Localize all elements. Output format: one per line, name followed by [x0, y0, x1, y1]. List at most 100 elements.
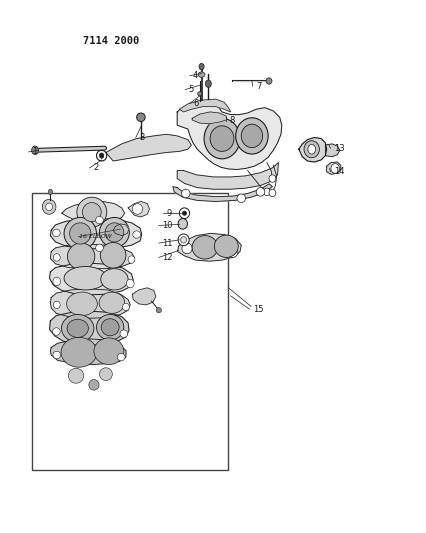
- Text: 10: 10: [162, 221, 173, 230]
- Polygon shape: [179, 99, 230, 112]
- Polygon shape: [128, 201, 149, 217]
- Text: 4: 4: [193, 71, 198, 80]
- Text: 6: 6: [193, 99, 198, 108]
- Ellipse shape: [61, 314, 94, 342]
- Ellipse shape: [268, 175, 275, 182]
- Ellipse shape: [96, 314, 124, 340]
- Ellipse shape: [265, 78, 271, 84]
- Polygon shape: [177, 233, 241, 261]
- Polygon shape: [113, 224, 129, 236]
- Text: 1: 1: [32, 148, 37, 156]
- Ellipse shape: [205, 80, 211, 87]
- Bar: [32, 193, 228, 470]
- Ellipse shape: [69, 223, 91, 244]
- Polygon shape: [106, 134, 191, 161]
- Polygon shape: [173, 184, 272, 201]
- Ellipse shape: [66, 292, 97, 316]
- Ellipse shape: [192, 236, 217, 259]
- Text: 16 ELBOW: 16 ELBOW: [79, 234, 112, 239]
- Polygon shape: [132, 288, 155, 305]
- Ellipse shape: [99, 153, 104, 158]
- Text: 7: 7: [256, 82, 261, 91]
- Ellipse shape: [178, 234, 189, 246]
- Ellipse shape: [99, 217, 129, 247]
- Ellipse shape: [68, 368, 83, 383]
- Ellipse shape: [204, 118, 239, 159]
- Text: 7114 2000: 7114 2000: [83, 36, 139, 46]
- Ellipse shape: [182, 211, 186, 215]
- Text: 12: 12: [162, 253, 173, 262]
- Ellipse shape: [61, 337, 97, 367]
- Polygon shape: [50, 339, 126, 365]
- Polygon shape: [49, 311, 129, 345]
- Ellipse shape: [67, 319, 88, 337]
- Ellipse shape: [132, 204, 142, 214]
- Text: 14: 14: [333, 167, 344, 176]
- Ellipse shape: [64, 266, 106, 290]
- Ellipse shape: [99, 368, 112, 381]
- Ellipse shape: [181, 243, 192, 254]
- Ellipse shape: [197, 92, 201, 96]
- Polygon shape: [50, 244, 134, 269]
- Ellipse shape: [53, 277, 60, 286]
- Ellipse shape: [263, 188, 270, 196]
- Polygon shape: [49, 263, 133, 295]
- Polygon shape: [177, 102, 281, 169]
- Ellipse shape: [94, 338, 124, 365]
- Ellipse shape: [52, 328, 60, 335]
- Ellipse shape: [198, 72, 204, 77]
- Ellipse shape: [126, 279, 134, 288]
- Ellipse shape: [77, 197, 106, 227]
- Ellipse shape: [105, 223, 124, 242]
- Ellipse shape: [128, 256, 135, 263]
- Ellipse shape: [227, 247, 237, 257]
- Ellipse shape: [330, 164, 339, 173]
- Ellipse shape: [210, 126, 233, 151]
- Polygon shape: [325, 144, 339, 157]
- Ellipse shape: [307, 144, 315, 154]
- Ellipse shape: [132, 231, 140, 238]
- Ellipse shape: [95, 216, 103, 224]
- Ellipse shape: [122, 303, 129, 311]
- Polygon shape: [326, 162, 340, 174]
- Ellipse shape: [214, 235, 238, 257]
- Text: 11: 11: [162, 239, 173, 247]
- Text: 9: 9: [166, 209, 171, 217]
- Ellipse shape: [101, 269, 128, 290]
- Ellipse shape: [67, 243, 95, 270]
- Ellipse shape: [268, 189, 275, 197]
- Ellipse shape: [32, 146, 38, 155]
- Text: 13: 13: [333, 144, 344, 152]
- Ellipse shape: [101, 319, 119, 336]
- Text: 8: 8: [229, 117, 235, 125]
- Ellipse shape: [236, 194, 245, 203]
- Ellipse shape: [199, 63, 204, 70]
- Ellipse shape: [241, 124, 262, 148]
- Polygon shape: [298, 138, 326, 162]
- Ellipse shape: [181, 189, 190, 198]
- Ellipse shape: [53, 351, 60, 359]
- Ellipse shape: [136, 113, 145, 122]
- Ellipse shape: [179, 208, 189, 219]
- Ellipse shape: [117, 353, 125, 361]
- Ellipse shape: [46, 203, 52, 211]
- Text: 3: 3: [139, 133, 144, 142]
- Polygon shape: [177, 163, 278, 189]
- Ellipse shape: [48, 189, 52, 195]
- Text: 15: 15: [252, 305, 263, 313]
- Text: 2: 2: [93, 164, 98, 172]
- Ellipse shape: [64, 217, 96, 249]
- Ellipse shape: [156, 308, 161, 313]
- Ellipse shape: [235, 118, 268, 154]
- Ellipse shape: [178, 219, 187, 229]
- Ellipse shape: [256, 188, 264, 196]
- Ellipse shape: [303, 141, 319, 158]
- Polygon shape: [50, 219, 141, 249]
- Ellipse shape: [52, 229, 60, 237]
- Ellipse shape: [89, 379, 99, 390]
- Polygon shape: [50, 289, 130, 318]
- Ellipse shape: [42, 199, 56, 214]
- Ellipse shape: [53, 254, 60, 261]
- Ellipse shape: [95, 244, 103, 252]
- Ellipse shape: [96, 150, 106, 161]
